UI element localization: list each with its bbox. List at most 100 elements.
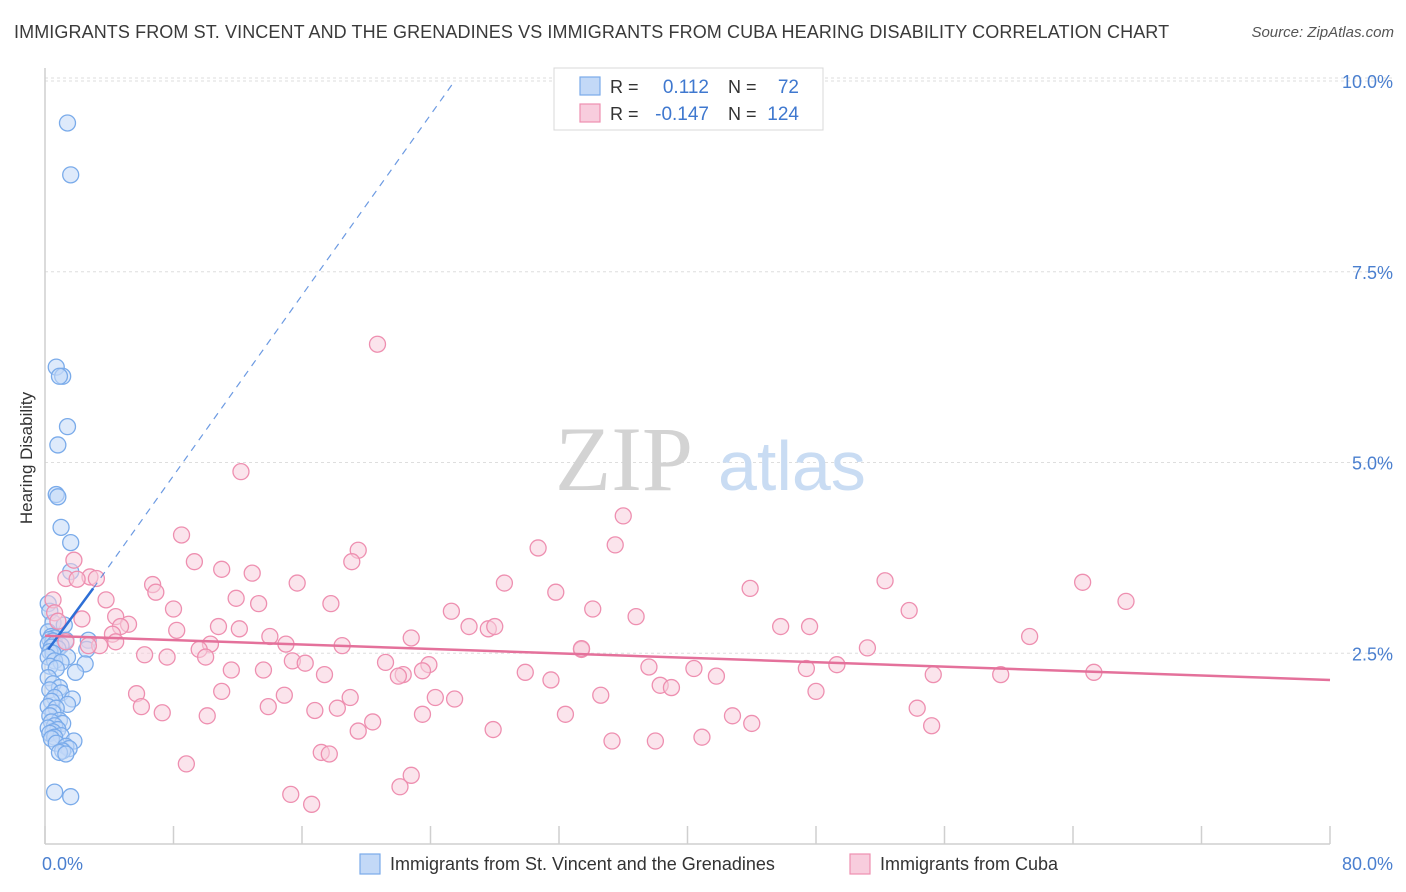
data-point (65, 551, 83, 569)
data-point (196, 648, 215, 666)
data-point (707, 667, 726, 685)
data-point (97, 591, 115, 609)
data-point (413, 705, 432, 723)
stats-n-value: 124 (767, 104, 799, 125)
data-point (828, 656, 846, 674)
data-point (693, 728, 711, 746)
data-point (529, 539, 547, 557)
data-point (177, 755, 196, 773)
data-point (185, 553, 204, 571)
stats-r-label: R = (610, 104, 639, 124)
data-point (662, 678, 681, 697)
stats-r-label: R = (610, 77, 639, 97)
data-point (79, 636, 98, 655)
data-point (62, 533, 80, 552)
data-point (343, 553, 361, 571)
data-point (57, 745, 75, 763)
data-point (486, 617, 504, 636)
data-point (254, 661, 273, 679)
legend-swatch-cuba (849, 853, 871, 875)
data-point (62, 166, 80, 184)
series-vincent-points (39, 114, 98, 806)
stats-legend: R = 0.112 N = 72 R = -0.147 N = 124 (553, 67, 824, 131)
data-point (168, 621, 186, 640)
watermark-atlas: atlas (718, 427, 866, 505)
data-point (876, 572, 894, 590)
legend-label-cuba: Immigrants from Cuba (880, 854, 1059, 874)
data-point (743, 714, 761, 733)
data-point (460, 617, 478, 636)
data-point (259, 698, 277, 716)
data-point (542, 671, 560, 689)
data-point (924, 665, 942, 684)
data-point (288, 574, 306, 592)
data-point (402, 629, 420, 647)
data-point (164, 600, 183, 618)
data-point (572, 640, 591, 658)
trend-line (47, 587, 95, 651)
data-point (741, 579, 759, 598)
data-point (364, 713, 382, 731)
data-point (627, 607, 645, 626)
legend-label-vincent: Immigrants from St. Vincent and the Gren… (390, 854, 775, 874)
data-point (222, 661, 240, 679)
data-point (923, 717, 941, 735)
data-point (376, 653, 395, 672)
data-point (1020, 627, 1039, 646)
series-cuba-points (44, 335, 1135, 813)
data-point (213, 560, 231, 578)
x-tick-labels: 0.0% 80.0% (42, 854, 1393, 874)
series-legend: Immigrants from St. Vincent and the Gren… (359, 853, 1059, 875)
data-point (153, 704, 171, 722)
data-point (50, 367, 69, 385)
data-point (198, 707, 216, 725)
data-point (1073, 573, 1092, 591)
data-point (592, 686, 610, 704)
data-point (516, 663, 534, 681)
data-point (484, 720, 502, 739)
data-point (807, 682, 825, 701)
data-point (62, 788, 80, 806)
data-point (107, 633, 125, 651)
data-point (87, 569, 106, 588)
data-point (368, 335, 387, 353)
data-point (66, 663, 85, 681)
stats-r-value: -0.147 (655, 104, 709, 125)
data-point (908, 699, 926, 717)
data-point (58, 417, 77, 436)
y-tick-label: 2.5% (1352, 644, 1393, 664)
data-point (495, 574, 514, 592)
data-point (992, 665, 1010, 684)
data-point (68, 570, 86, 588)
data-point (135, 646, 154, 664)
data-point (858, 639, 877, 657)
data-point (413, 662, 432, 680)
data-point (603, 732, 621, 750)
y-tick-labels: 2.5% 5.0% 7.5% 10.0% (1342, 72, 1393, 664)
source-credit: Source: ZipAtlas.com (1251, 24, 1394, 41)
data-point (900, 601, 918, 620)
data-point (209, 617, 228, 636)
data-point (158, 648, 176, 666)
data-point (172, 526, 191, 544)
data-point (227, 589, 245, 607)
data-point (249, 595, 268, 613)
trend-line-dashed (92, 80, 456, 589)
data-point (243, 564, 261, 582)
data-point (426, 688, 444, 707)
data-point (606, 536, 624, 554)
data-point (132, 698, 151, 716)
data-point (52, 518, 70, 537)
data-point (442, 602, 461, 620)
data-point (646, 732, 665, 750)
data-point (556, 705, 575, 723)
data-point (640, 658, 658, 676)
data-point (800, 617, 819, 636)
y-tick-label: 5.0% (1352, 454, 1393, 474)
legend-swatch-vincent (359, 853, 381, 875)
data-point (296, 654, 314, 672)
data-point (275, 686, 293, 704)
data-point (328, 699, 346, 717)
stats-n-label: N = (728, 77, 757, 97)
data-point (73, 610, 91, 628)
